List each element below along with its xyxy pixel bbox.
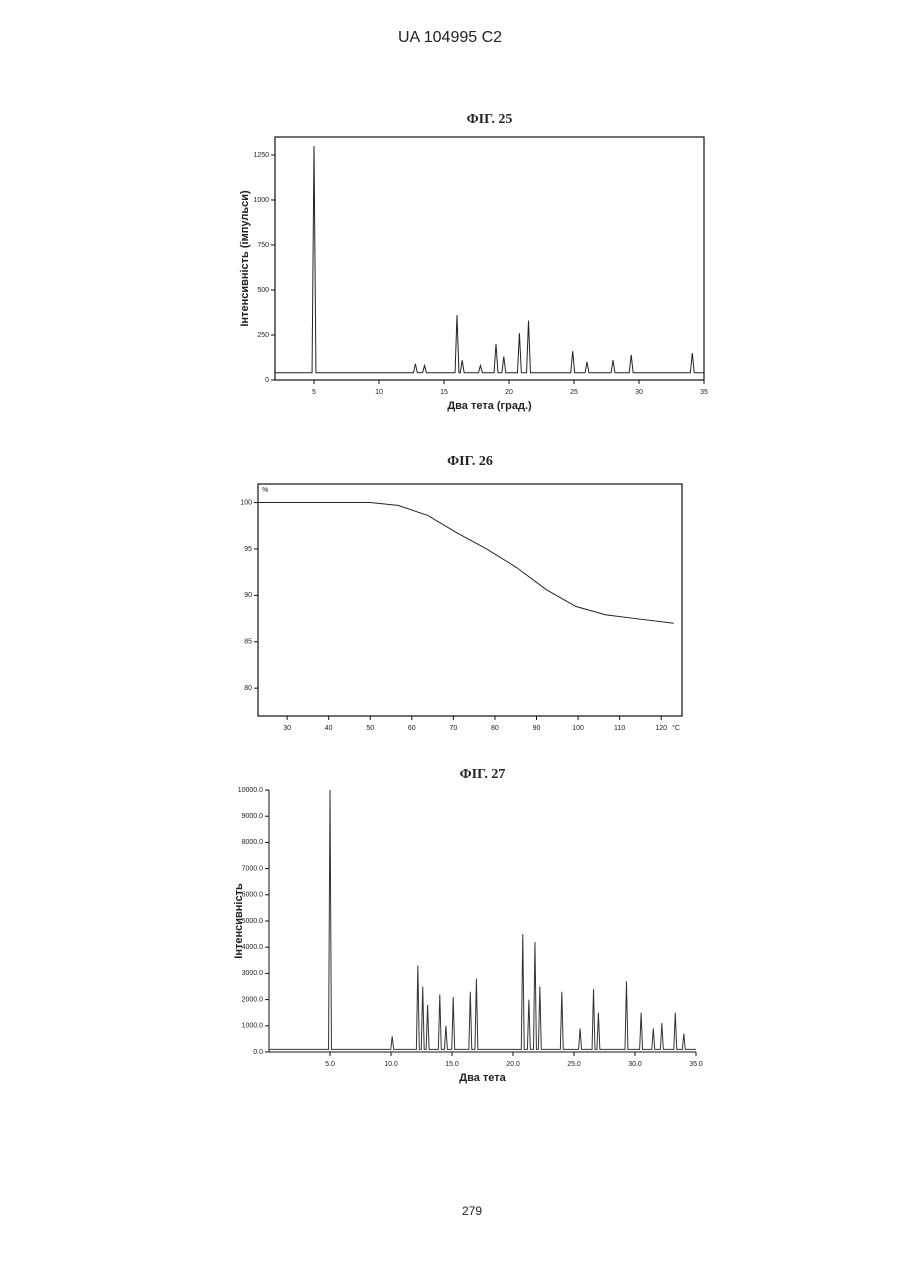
x-tick-label: 15.0 [445, 1061, 459, 1068]
x-tick-label: 30.0 [628, 1061, 642, 1068]
y-axis-label: Інтенсивність (імпульси) [239, 190, 251, 327]
chart-title: ФІГ. 26 [447, 454, 493, 469]
x-tick-label: 35 [700, 389, 708, 396]
page: UA 104995 C2 279 ФІГ. 25 0 250 500 750 1000 12… [0, 0, 901, 1273]
y-tick-label: 0 [265, 377, 269, 384]
x-tick-label: 20.0 [506, 1061, 520, 1068]
y-tick-label: 80 [244, 685, 252, 692]
x-tick-label: 5 [312, 389, 316, 396]
x-tick-label: 10.0 [384, 1061, 398, 1068]
x-tick-label: 40 [325, 725, 333, 732]
y-tick-label: 9000.0 [242, 813, 264, 820]
x-axis-label: Два тета (град.) [447, 400, 532, 412]
x-tick-label: 30 [635, 389, 643, 396]
y-tick-label: 1000.0 [242, 1023, 264, 1030]
x-tick-label: 25 [570, 389, 578, 396]
y-tick-label: 2000.0 [242, 996, 264, 1003]
x-unit: °C [672, 724, 680, 732]
y-tick-label: 8000.0 [242, 839, 264, 846]
plot-frame [258, 484, 682, 716]
chart-title: ФІГ. 27 [460, 767, 506, 782]
x-tick-label: 120 [655, 725, 667, 732]
x-tick-label: 35.0 [689, 1061, 703, 1068]
data-line [269, 790, 696, 1049]
x-tick-label: 60 [408, 725, 416, 732]
x-tick-label: 100 [572, 725, 584, 732]
y-tick-label: 1250 [253, 152, 269, 159]
x-tick-label: 110 [614, 725, 625, 732]
y-tick-label: 10000.0 [238, 787, 263, 794]
header: UA 104995 C2 [398, 29, 502, 46]
y-tick-label: 250 [257, 332, 269, 339]
x-tick-label: 80 [491, 725, 499, 732]
x-tick-label: 15 [440, 389, 448, 396]
y-tick-label: 0.0 [253, 1049, 263, 1056]
data-line [275, 146, 704, 373]
y-tick-label: 750 [257, 242, 269, 249]
data-line [258, 503, 674, 624]
y-tick-label: 100 [240, 499, 252, 506]
y-tick-label: 95 [244, 546, 252, 553]
y-unit: % [262, 487, 268, 494]
y-tick-label: 90 [244, 592, 252, 599]
x-tick-label: 90 [533, 725, 541, 732]
x-tick-label: 50 [366, 725, 374, 732]
y-tick-label: 500 [257, 287, 269, 294]
y-tick-label: 1000 [253, 197, 269, 204]
x-axis-label: Два тета [459, 1072, 506, 1084]
x-tick-label: 20 [505, 389, 513, 396]
x-tick-label: 5.0 [325, 1061, 335, 1068]
y-tick-label: 7000.0 [242, 865, 264, 872]
x-tick-label: 25.0 [567, 1061, 581, 1068]
chart-title: ФІГ. 25 [467, 112, 513, 127]
page-number: 279 [462, 1204, 482, 1218]
y-tick-label: 85 [244, 639, 252, 646]
x-tick-label: 10 [375, 389, 383, 396]
plot-frame [275, 137, 704, 380]
x-tick-label: 30 [283, 725, 291, 732]
y-axis-label: Інтенсивність [233, 883, 245, 959]
y-tick-label: 3000.0 [242, 970, 264, 977]
x-tick-label: 70 [449, 725, 457, 732]
